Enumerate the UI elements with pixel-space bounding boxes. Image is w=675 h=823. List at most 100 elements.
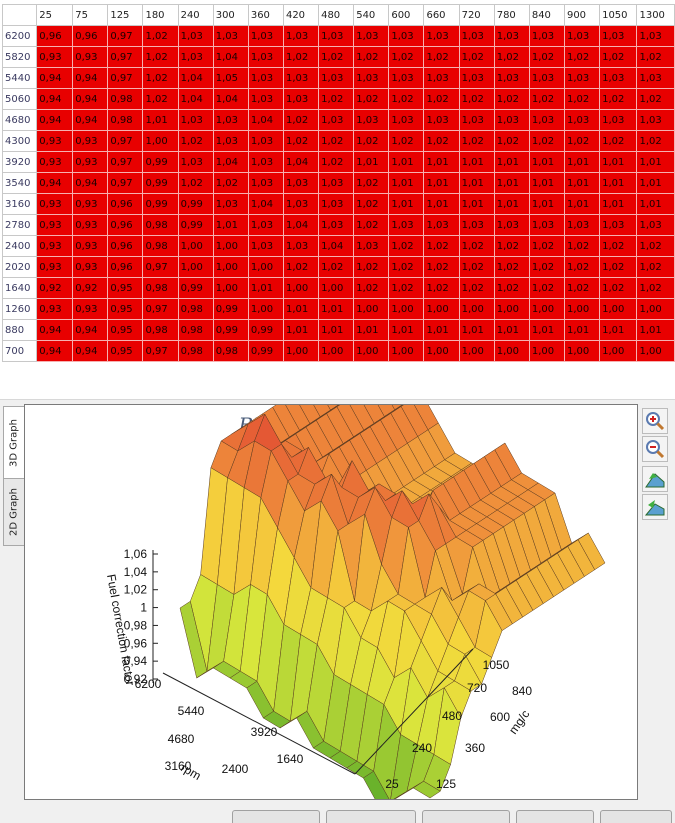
table-cell[interactable]: 1,02 (458, 46, 495, 68)
table-cell[interactable]: 1,03 (563, 109, 601, 131)
table-cell[interactable]: 1,00 (423, 340, 460, 362)
table-cell[interactable]: 1,01 (458, 319, 495, 341)
row-header[interactable]: 2780 (1, 214, 38, 236)
table-cell[interactable]: 1,02 (528, 46, 565, 68)
tab-2d-graph[interactable]: 2D Graph (3, 478, 25, 546)
table-cell[interactable]: 1,02 (599, 88, 638, 110)
table-cell[interactable]: 1,04 (247, 109, 284, 131)
table-cell[interactable]: 0,96 (72, 25, 109, 47)
table-cell[interactable]: 1,02 (599, 46, 638, 68)
table-cell[interactable]: 1,00 (212, 277, 249, 299)
table-cell[interactable]: 0,94 (36, 88, 74, 110)
table-cell[interactable]: 0,93 (36, 151, 74, 173)
table-cell[interactable]: 0,97 (107, 151, 144, 173)
table-cell[interactable]: 1,03 (282, 88, 320, 110)
table-cell[interactable]: 1,01 (423, 319, 460, 341)
table-cell[interactable]: 1,02 (423, 235, 460, 257)
table-cell[interactable]: 1,00 (458, 298, 495, 320)
table-cell[interactable]: 1,03 (318, 25, 355, 47)
table-cell[interactable]: 1,04 (177, 67, 214, 89)
bottom-button-4[interactable] (516, 810, 594, 823)
table-cell[interactable]: 1,03 (212, 109, 249, 131)
table-cell[interactable]: 0,93 (36, 193, 74, 215)
table-cell[interactable]: 0,93 (72, 130, 109, 152)
table-cell[interactable]: 1,00 (177, 235, 214, 257)
table-cell[interactable]: 0,94 (36, 340, 74, 362)
table-cell[interactable]: 1,02 (282, 46, 320, 68)
table-cell[interactable]: 0,93 (72, 46, 109, 68)
table-cell[interactable]: 0,97 (107, 172, 144, 194)
table-cell[interactable]: 1,02 (636, 130, 675, 152)
table-cell[interactable]: 0,99 (177, 193, 214, 215)
table-cell[interactable]: 1,00 (318, 340, 355, 362)
table-cell[interactable]: 1,02 (353, 214, 390, 236)
column-header[interactable]: 75 (72, 4, 109, 26)
table-cell[interactable]: 1,00 (563, 340, 601, 362)
table-cell[interactable]: 1,02 (636, 46, 675, 68)
table-cell[interactable]: 0,93 (36, 214, 74, 236)
table-cell[interactable]: 1,04 (177, 88, 214, 110)
table-cell[interactable]: 1,01 (458, 172, 495, 194)
table-cell[interactable]: 0,94 (36, 109, 74, 131)
table-cell[interactable]: 0,95 (107, 319, 144, 341)
table-cell[interactable]: 1,02 (423, 256, 460, 278)
table-cell[interactable]: 1,04 (247, 193, 284, 215)
table-cell[interactable]: 1,01 (493, 193, 530, 215)
table-cell[interactable]: 1,02 (177, 130, 214, 152)
table-cell[interactable]: 0,97 (142, 340, 179, 362)
table-cell[interactable]: 1,01 (388, 193, 425, 215)
table-cell[interactable]: 0,95 (107, 298, 144, 320)
tab-3d-graph[interactable]: 3D Graph (3, 406, 24, 480)
rotate-down-button[interactable] (642, 494, 668, 520)
table-cell[interactable]: 1,03 (282, 172, 320, 194)
table-cell[interactable]: 0,94 (72, 340, 109, 362)
table-cell[interactable]: 1,02 (318, 46, 355, 68)
table-cell[interactable]: 0,99 (177, 277, 214, 299)
table-cell[interactable]: 1,02 (563, 256, 601, 278)
row-header[interactable]: 2400 (1, 235, 38, 257)
table-cell[interactable]: 1,00 (599, 298, 638, 320)
table-cell[interactable]: 1,02 (388, 277, 425, 299)
table-cell[interactable]: 0,93 (72, 214, 109, 236)
table-cell[interactable]: 0,98 (177, 319, 214, 341)
table-cell[interactable]: 0,97 (107, 67, 144, 89)
table-cell[interactable]: 1,03 (636, 214, 675, 236)
table-cell[interactable]: 1,03 (247, 235, 284, 257)
table-cell[interactable]: 0,94 (72, 172, 109, 194)
table-cell[interactable]: 1,01 (636, 151, 675, 173)
table-cell[interactable]: 1,03 (458, 109, 495, 131)
table-cell[interactable]: 1,03 (247, 172, 284, 194)
table-cell[interactable]: 1,01 (636, 172, 675, 194)
table-cell[interactable]: 0,93 (36, 256, 74, 278)
row-header[interactable]: 4680 (1, 109, 38, 131)
table-cell[interactable]: 1,03 (563, 214, 601, 236)
table-cell[interactable]: 1,02 (636, 256, 675, 278)
zoom-out-button[interactable] (642, 436, 668, 462)
column-header[interactable]: 240 (177, 4, 214, 26)
table-cell[interactable]: 1,01 (599, 151, 638, 173)
table-cell[interactable]: 0,98 (142, 277, 179, 299)
table-cell[interactable]: 0,99 (177, 214, 214, 236)
table-cell[interactable]: 1,00 (353, 340, 390, 362)
table-cell[interactable]: 1,00 (528, 298, 565, 320)
table-cell[interactable]: 1,04 (212, 151, 249, 173)
table-cell[interactable]: 1,03 (318, 193, 355, 215)
table-cell[interactable]: 0,92 (72, 277, 109, 299)
table-cell[interactable]: 1,03 (247, 130, 284, 152)
table-cell[interactable]: 1,00 (423, 298, 460, 320)
table-cell[interactable]: 1,02 (528, 88, 565, 110)
table-cell[interactable]: 1,03 (636, 109, 675, 131)
table-cell[interactable]: 0,98 (177, 340, 214, 362)
table-cell[interactable]: 1,00 (528, 340, 565, 362)
bottom-button-3[interactable] (422, 810, 510, 823)
table-cell[interactable]: 1,01 (388, 319, 425, 341)
table-cell[interactable]: 0,93 (72, 193, 109, 215)
table-cell[interactable]: 0,98 (107, 109, 144, 131)
table-cell[interactable]: 1,02 (458, 235, 495, 257)
table-cell[interactable]: 0,97 (107, 46, 144, 68)
table-cell[interactable]: 1,03 (247, 88, 284, 110)
table-cell[interactable]: 1,01 (458, 151, 495, 173)
table-cell[interactable]: 1,03 (282, 67, 320, 89)
rotate-up-button[interactable] (642, 466, 668, 492)
table-cell[interactable]: 1,01 (636, 193, 675, 215)
